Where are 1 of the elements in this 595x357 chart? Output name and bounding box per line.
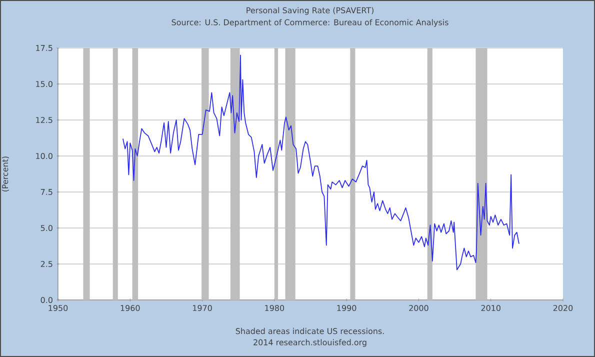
line-series [122, 54, 520, 270]
